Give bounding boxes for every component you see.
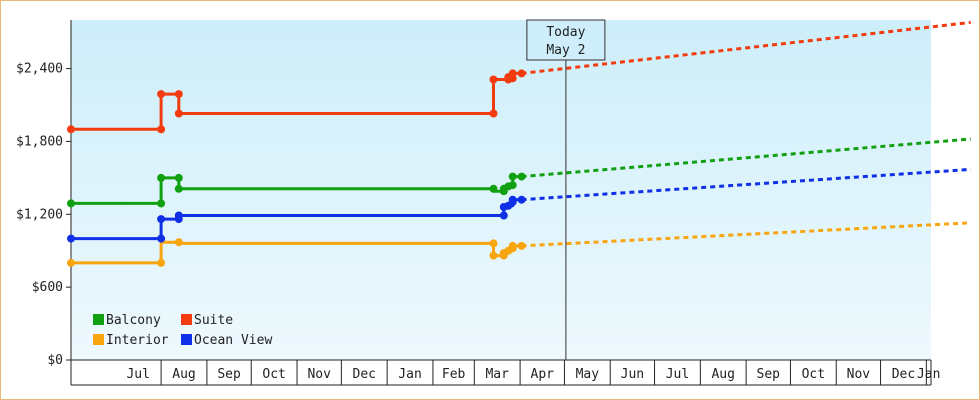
x-tick-label: Feb bbox=[442, 367, 466, 382]
data-point[interactable] bbox=[174, 211, 183, 220]
data-point[interactable] bbox=[489, 251, 498, 260]
data-point[interactable] bbox=[157, 90, 166, 99]
data-point[interactable] bbox=[67, 234, 75, 243]
data-point[interactable] bbox=[517, 69, 526, 78]
axes: $0 $600 $1,200 $1,800 $2,400 Jul Aug Sep Oct Nov D… bbox=[16, 20, 940, 386]
data-point[interactable] bbox=[157, 199, 166, 208]
y-tick-label: $1,800 bbox=[16, 134, 63, 149]
forecast-line bbox=[521, 221, 971, 248]
x-tick-label: Jul bbox=[666, 367, 689, 382]
data-point[interactable] bbox=[517, 172, 526, 181]
data-point[interactable] bbox=[67, 125, 75, 134]
legend-label: Ocean View bbox=[194, 333, 272, 348]
series-lines bbox=[67, 20, 971, 267]
data-point[interactable] bbox=[67, 258, 75, 267]
x-tick-label: Aug bbox=[711, 367, 734, 382]
y-tick-label: $600 bbox=[32, 280, 63, 295]
x-tick-label: Dec bbox=[353, 367, 376, 382]
legend: Balcony Suite Interior Ocean View bbox=[93, 313, 272, 348]
x-tick-label: Sep bbox=[217, 367, 241, 382]
data-point[interactable] bbox=[508, 172, 517, 181]
data-point[interactable] bbox=[489, 75, 498, 84]
data-point[interactable] bbox=[517, 195, 526, 204]
data-point[interactable] bbox=[157, 215, 166, 224]
legend-item: Suite bbox=[181, 313, 233, 328]
forecast-line bbox=[521, 137, 971, 179]
data-point[interactable] bbox=[157, 234, 166, 243]
legend-label: Suite bbox=[194, 313, 233, 328]
data-point[interactable] bbox=[174, 90, 183, 99]
forecast-line bbox=[521, 20, 971, 75]
legend-item: Balcony bbox=[93, 313, 161, 328]
x-tick-label: Oct bbox=[262, 367, 285, 382]
x-tick-label: Nov bbox=[847, 367, 871, 382]
data-point[interactable] bbox=[508, 69, 517, 78]
data-point[interactable] bbox=[508, 181, 517, 190]
data-point[interactable] bbox=[157, 125, 166, 134]
data-point[interactable] bbox=[489, 184, 498, 193]
legend-swatch bbox=[181, 334, 192, 345]
y-tick-label: $2,400 bbox=[16, 62, 63, 77]
legend-item: Interior bbox=[93, 333, 169, 348]
data-point[interactable] bbox=[489, 239, 498, 248]
data-point[interactable] bbox=[489, 109, 498, 118]
today-marker: Today May 2 bbox=[526, 19, 606, 360]
data-point[interactable] bbox=[157, 173, 166, 182]
y-tick-label: $0 bbox=[47, 353, 63, 368]
data-point[interactable] bbox=[174, 238, 183, 247]
legend-swatch bbox=[93, 314, 104, 325]
data-point[interactable] bbox=[157, 258, 166, 267]
x-tick-label: Dec bbox=[892, 367, 915, 382]
data-point[interactable] bbox=[174, 109, 183, 118]
data-point[interactable] bbox=[499, 211, 508, 220]
x-tick-label: Apr bbox=[531, 367, 555, 382]
series-ocean-view bbox=[67, 167, 971, 243]
today-box bbox=[526, 19, 606, 61]
data-point[interactable] bbox=[174, 173, 183, 182]
series-interior bbox=[67, 221, 971, 267]
today-date-label: May 2 bbox=[546, 43, 585, 58]
x-tick-label: Jun bbox=[621, 367, 644, 382]
series-balcony bbox=[67, 137, 971, 208]
data-point[interactable] bbox=[67, 199, 75, 208]
x-tick-label: Jul bbox=[126, 367, 149, 382]
x-tick-label: Jan bbox=[917, 367, 940, 382]
legend-label: Interior bbox=[106, 333, 169, 348]
x-tick-label: Aug bbox=[172, 367, 195, 382]
x-tick-label: Mar bbox=[485, 367, 509, 382]
legend-label: Balcony bbox=[106, 313, 161, 328]
data-point[interactable] bbox=[517, 241, 526, 250]
y-tick-label: $1,200 bbox=[16, 207, 63, 222]
forecast-line bbox=[521, 167, 971, 202]
data-point[interactable] bbox=[174, 184, 183, 193]
series-suite bbox=[67, 20, 971, 134]
data-point[interactable] bbox=[508, 195, 517, 204]
legend-swatch bbox=[93, 334, 104, 345]
x-tick-label: Nov bbox=[307, 367, 331, 382]
x-tick-label: Sep bbox=[757, 367, 781, 382]
x-tick-label: Oct bbox=[802, 367, 825, 382]
legend-item: Ocean View bbox=[181, 333, 272, 348]
x-tick-label: Jan bbox=[398, 367, 421, 382]
data-point[interactable] bbox=[508, 241, 517, 250]
x-tick-label: May bbox=[576, 367, 600, 382]
today-label: Today bbox=[546, 25, 585, 40]
legend-swatch bbox=[181, 314, 192, 325]
